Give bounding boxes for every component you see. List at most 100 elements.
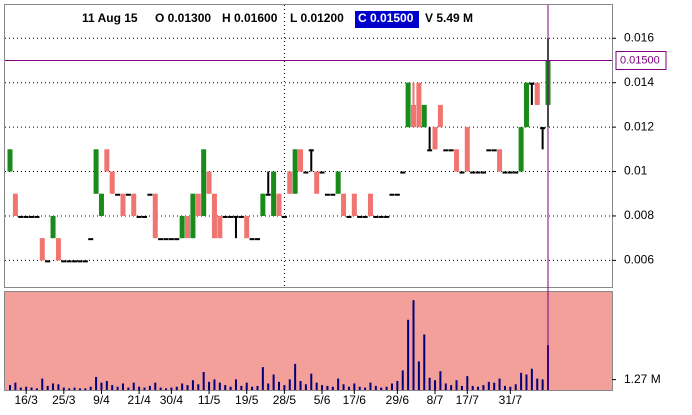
volume-bar bbox=[493, 382, 496, 390]
candle-body bbox=[405, 82, 411, 128]
candle-body bbox=[238, 215, 244, 218]
candle-body bbox=[497, 149, 503, 172]
candle-body bbox=[502, 171, 508, 174]
volume-bar bbox=[73, 387, 76, 390]
volume-bar bbox=[471, 385, 474, 390]
candle-body bbox=[217, 215, 223, 239]
candle-body bbox=[454, 149, 460, 172]
volume-bar bbox=[331, 386, 334, 390]
candle-body bbox=[281, 215, 287, 218]
candle-body bbox=[308, 149, 314, 152]
candle-body bbox=[34, 215, 40, 218]
candle-body bbox=[362, 215, 368, 218]
x-tick-label: 25/3 bbox=[52, 393, 76, 407]
candle-body bbox=[249, 238, 255, 241]
candle-body bbox=[416, 82, 422, 128]
volume-bar bbox=[536, 378, 539, 390]
candle-body bbox=[346, 215, 352, 218]
y-tick-label: 0.01 bbox=[624, 164, 648, 178]
price-panel bbox=[4, 4, 613, 288]
volume-bar bbox=[342, 384, 345, 390]
volume-bar bbox=[353, 383, 356, 390]
candle-body bbox=[7, 149, 13, 172]
volume-bar bbox=[165, 388, 168, 390]
candle-body bbox=[335, 171, 341, 194]
volume-bar bbox=[234, 379, 237, 390]
volume-bar bbox=[272, 374, 275, 390]
volume-bar bbox=[503, 385, 506, 390]
header-high: H 0.01600 bbox=[222, 11, 278, 25]
y-tick-label: 0.016 bbox=[624, 30, 654, 44]
volume-bar bbox=[30, 387, 33, 390]
volume-bar bbox=[213, 379, 216, 390]
volume-bar bbox=[482, 385, 485, 390]
volume-bar bbox=[439, 371, 442, 390]
volume-bar bbox=[121, 383, 124, 390]
volume-bar bbox=[304, 384, 307, 390]
volume-bar bbox=[41, 378, 44, 390]
candle-body bbox=[260, 193, 266, 216]
candle-body bbox=[142, 215, 147, 218]
candle-body bbox=[120, 193, 126, 216]
volume-bar bbox=[315, 382, 318, 390]
volume-bar bbox=[256, 385, 259, 390]
candle-body bbox=[303, 171, 309, 174]
candle-body bbox=[491, 149, 497, 152]
volume-bar bbox=[525, 374, 528, 390]
candle-body bbox=[179, 215, 185, 239]
candle-body bbox=[233, 215, 239, 218]
volume-bar bbox=[444, 383, 447, 390]
volume-bar bbox=[428, 377, 431, 390]
candle-body bbox=[330, 193, 336, 196]
candle-body bbox=[459, 171, 465, 174]
volume-bar bbox=[84, 388, 87, 390]
volume-bar bbox=[380, 387, 383, 390]
candle-body bbox=[319, 171, 325, 174]
candle-body bbox=[443, 149, 449, 152]
candle-body bbox=[292, 149, 298, 194]
candle-body bbox=[18, 215, 24, 218]
candle-body bbox=[147, 193, 153, 196]
volume-bar bbox=[116, 386, 119, 390]
volume-bar bbox=[326, 385, 329, 390]
candle-body bbox=[23, 215, 29, 218]
volume-bar bbox=[412, 300, 415, 390]
volume-bar bbox=[52, 383, 55, 390]
volume-bar bbox=[299, 381, 302, 390]
candle-body bbox=[61, 260, 67, 263]
volume-bar bbox=[202, 372, 205, 390]
candle-body bbox=[394, 193, 400, 196]
candle-body bbox=[201, 149, 207, 216]
candle-body bbox=[367, 193, 373, 216]
candle-body bbox=[185, 215, 191, 239]
volume-bar bbox=[450, 385, 453, 390]
volume-bar bbox=[423, 334, 426, 390]
volume-bar bbox=[434, 380, 437, 390]
volume-bar bbox=[278, 381, 280, 390]
x-tick-label: 16/3 bbox=[14, 393, 38, 407]
candle-body bbox=[228, 215, 234, 218]
candle-body bbox=[125, 193, 131, 196]
volume-bar bbox=[143, 387, 146, 390]
candle-body bbox=[324, 193, 330, 196]
volume-bar bbox=[154, 382, 157, 390]
volume-bar bbox=[95, 376, 98, 390]
candle-body bbox=[298, 149, 304, 172]
header-open: O 0.01300 bbox=[155, 11, 211, 25]
candle-body bbox=[66, 260, 72, 263]
volume-bar bbox=[240, 385, 243, 390]
marks bbox=[5, 5, 616, 394]
candle-body bbox=[373, 215, 379, 218]
candle-body bbox=[351, 193, 357, 216]
volume-bar bbox=[224, 385, 227, 390]
volume-bar bbox=[390, 383, 393, 390]
volume-bar bbox=[407, 319, 410, 390]
volume-bar bbox=[347, 386, 350, 390]
candle-body bbox=[222, 215, 228, 218]
volume-bar bbox=[514, 384, 517, 390]
candle-body bbox=[411, 104, 416, 128]
volume-bar bbox=[111, 385, 114, 390]
candle-body bbox=[115, 193, 121, 196]
candle-body bbox=[378, 215, 384, 218]
candle-body bbox=[341, 193, 347, 216]
